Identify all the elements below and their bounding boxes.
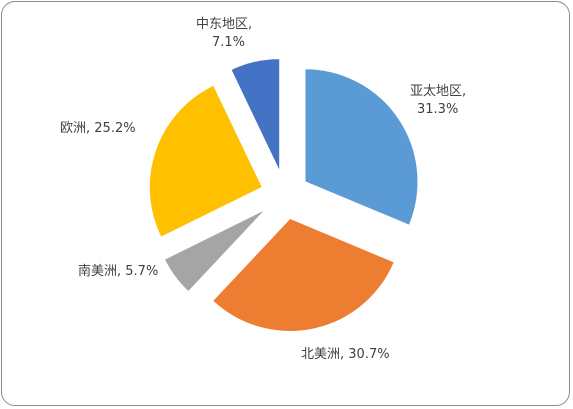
slice-asia-pacific [304,68,419,226]
label-asia-pacific: 亚太地区, 31.3% [410,84,470,117]
label-middle-east: 中东地区, 7.1% [196,17,256,50]
label-europe: 欧洲, 25.2% [60,121,136,136]
data-labels: 亚太地区, 31.3% 北美洲, 30.7% 南美洲, 5.7% 欧洲, 25.… [60,17,470,362]
label-north-america: 北美洲, 30.7% [301,347,390,362]
label-middle-east-name: 中东地区 [196,17,248,32]
slice-north-america [211,217,395,332]
label-north-america-value: 30.7% [348,347,389,362]
label-north-america-name: 北美洲 [301,347,340,362]
label-europe-name: 欧洲 [60,121,86,136]
label-europe-value: 25.2% [94,121,135,136]
label-south-america: 南美洲, 5.7% [78,263,158,279]
label-middle-east-value: 7.1% [212,35,245,50]
slice-europe [148,84,263,238]
label-south-america-name: 南美洲 [78,263,117,279]
label-asia-pacific-value: 31.3% [417,102,458,117]
label-asia-pacific-name: 亚太地区 [410,84,462,99]
slice-middle-east [230,58,281,172]
slice-south-america [163,208,267,293]
pie-slices [148,58,419,332]
label-south-america-value: 5.7% [125,264,158,279]
